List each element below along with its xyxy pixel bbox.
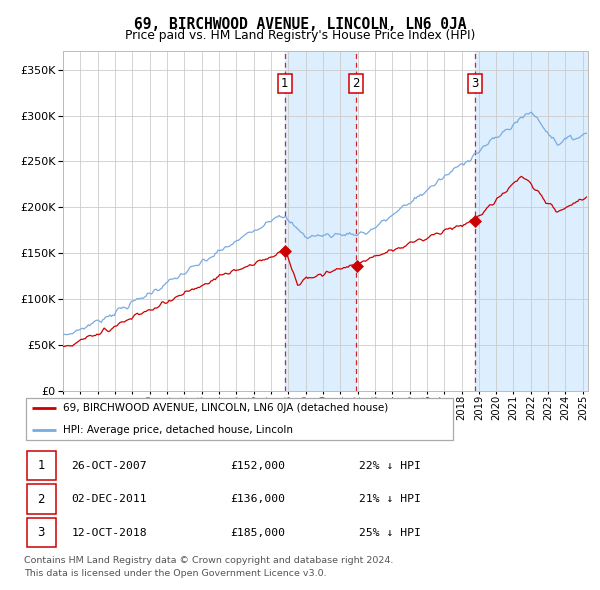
Text: 25% ↓ HPI: 25% ↓ HPI <box>359 527 421 537</box>
FancyBboxPatch shape <box>27 484 56 514</box>
Text: 1: 1 <box>38 459 45 472</box>
Text: Price paid vs. HM Land Registry's House Price Index (HPI): Price paid vs. HM Land Registry's House … <box>125 30 475 42</box>
Text: HPI: Average price, detached house, Lincoln: HPI: Average price, detached house, Linc… <box>63 425 293 435</box>
Text: £185,000: £185,000 <box>230 527 286 537</box>
Text: 02-DEC-2011: 02-DEC-2011 <box>71 494 147 504</box>
Text: This data is licensed under the Open Government Licence v3.0.: This data is licensed under the Open Gov… <box>24 569 326 578</box>
FancyBboxPatch shape <box>27 518 56 548</box>
Text: £152,000: £152,000 <box>230 461 286 471</box>
Text: 22% ↓ HPI: 22% ↓ HPI <box>359 461 421 471</box>
Text: 2: 2 <box>38 493 45 506</box>
Bar <box>475 51 588 391</box>
Text: Contains HM Land Registry data © Crown copyright and database right 2024.: Contains HM Land Registry data © Crown c… <box>24 556 394 565</box>
FancyBboxPatch shape <box>27 451 56 480</box>
Text: £136,000: £136,000 <box>230 494 286 504</box>
Text: 21% ↓ HPI: 21% ↓ HPI <box>359 494 421 504</box>
Text: 26-OCT-2007: 26-OCT-2007 <box>71 461 147 471</box>
Text: 12-OCT-2018: 12-OCT-2018 <box>71 527 147 537</box>
Text: 2: 2 <box>352 77 360 90</box>
Text: 69, BIRCHWOOD AVENUE, LINCOLN, LN6 0JA (detached house): 69, BIRCHWOOD AVENUE, LINCOLN, LN6 0JA (… <box>63 403 388 413</box>
Text: 1: 1 <box>281 77 289 90</box>
Text: 3: 3 <box>472 77 479 90</box>
Text: 69, BIRCHWOOD AVENUE, LINCOLN, LN6 0JA: 69, BIRCHWOOD AVENUE, LINCOLN, LN6 0JA <box>134 17 466 31</box>
Bar <box>284 51 356 391</box>
Text: 3: 3 <box>38 526 45 539</box>
FancyBboxPatch shape <box>26 398 453 440</box>
